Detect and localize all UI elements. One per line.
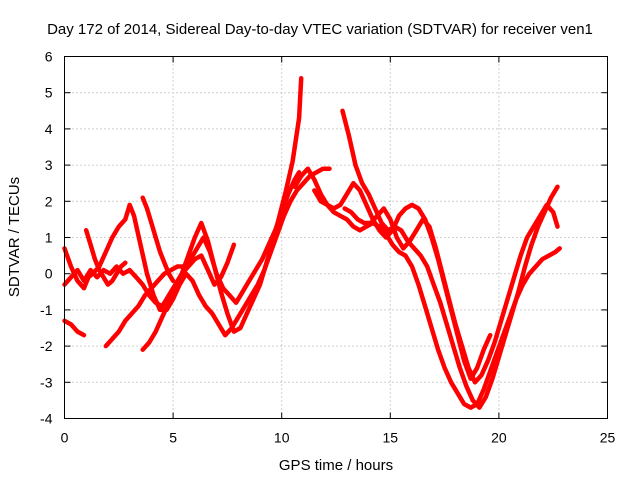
x-tick-label: 15 xyxy=(383,430,399,446)
y-tick-label: 3 xyxy=(45,157,53,173)
series-arc-5 xyxy=(103,170,302,349)
series-arc-2 xyxy=(62,166,332,338)
y-axis-label: SDTVAR / TECUs xyxy=(6,177,23,297)
y-tick-label: -3 xyxy=(40,374,53,390)
y-tick-label: 5 xyxy=(45,85,53,101)
y-tick-label: 2 xyxy=(45,193,53,209)
x-tick-labels: 0 5 10 15 20 25 xyxy=(61,430,616,446)
series-arc-7 xyxy=(140,195,176,284)
chart-title: Day 172 of 2014, Sidereal Day-to-day VTE… xyxy=(47,21,593,38)
y-tick-label: 0 xyxy=(45,266,53,282)
x-tick-label: 25 xyxy=(600,430,616,446)
y-tick-labels: -4 -3 -2 -1 0 1 2 3 4 5 6 xyxy=(40,49,53,427)
y-tick-label: 1 xyxy=(45,230,53,246)
series-layer xyxy=(62,75,562,410)
tick-marks xyxy=(64,56,608,419)
series-arc-3 xyxy=(83,228,128,287)
y-tick-label: 4 xyxy=(45,121,53,137)
y-tick-label: -1 xyxy=(40,302,53,318)
x-tick-label: 0 xyxy=(61,430,69,446)
x-tick-label: 5 xyxy=(169,430,177,446)
x-axis-label: GPS time / hours xyxy=(279,457,393,474)
series-arc-4 xyxy=(62,318,87,338)
series-arc-6 xyxy=(140,75,304,352)
y-tick-label: -4 xyxy=(40,411,53,427)
x-tick-label: 10 xyxy=(274,430,290,446)
series-arc-9 xyxy=(340,108,560,410)
x-tick-label: 20 xyxy=(491,430,507,446)
y-tick-label: 6 xyxy=(45,49,53,65)
series-arc-11 xyxy=(342,202,560,385)
y-tick-label: -2 xyxy=(40,338,53,354)
